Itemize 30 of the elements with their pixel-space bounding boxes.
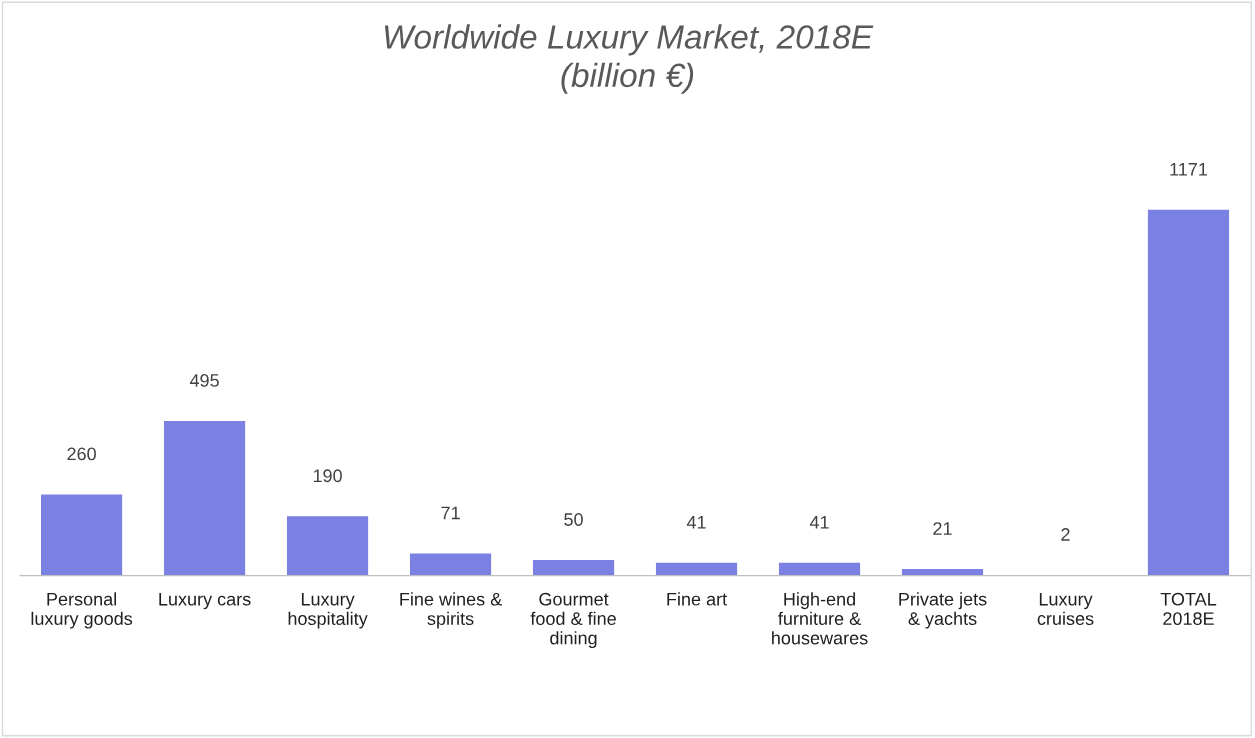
bar <box>655 562 738 576</box>
data-label: 260 <box>67 447 96 461</box>
data-label: 190 <box>313 469 342 483</box>
bar <box>901 569 984 576</box>
x-tick-label: Luxury cars <box>159 592 251 610</box>
bar <box>163 420 246 576</box>
x-tick-label: Fine wines & spirits <box>400 592 502 629</box>
bar <box>532 560 615 576</box>
x-tick-label: High-end furniture & housewares <box>772 592 868 645</box>
x-tick-label: Gourmet food & fine dining <box>530 592 616 649</box>
data-label: 71 <box>441 506 460 520</box>
bar <box>778 562 861 576</box>
data-label: 41 <box>809 516 829 529</box>
data-label: 21 <box>933 522 952 535</box>
bar <box>40 494 123 576</box>
x-tick-label: Luxury hospitality <box>288 592 368 629</box>
chart-title: Worldwide Luxury Market, 2018E (billion €) <box>384 24 874 94</box>
x-tick-label: TOTAL 2018E <box>1160 592 1217 626</box>
data-label: 1171 <box>1170 163 1208 176</box>
bar <box>286 516 369 576</box>
bar <box>1147 209 1230 576</box>
x-tick-label: Fine art <box>667 592 727 606</box>
data-label: 495 <box>189 374 219 387</box>
x-tick-label: Personal luxury goods <box>31 592 133 629</box>
x-tick-label: Private jets & yachts <box>899 592 987 629</box>
data-label: 41 <box>686 516 706 529</box>
bar <box>409 553 492 576</box>
data-label: 2 <box>1061 528 1070 541</box>
data-label: 50 <box>564 513 583 526</box>
x-tick-label: Luxury cruises <box>1037 592 1094 626</box>
